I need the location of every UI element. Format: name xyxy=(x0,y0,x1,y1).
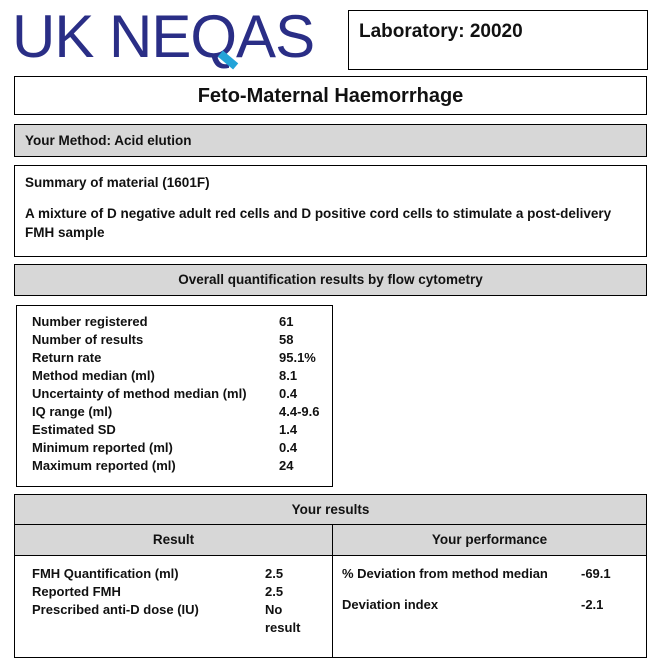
overall-heading: Overall quantification results by flow c… xyxy=(178,272,483,287)
summary-box: Summary of material (1601F) A mixture of… xyxy=(14,165,647,257)
stat-value: 58 xyxy=(279,332,294,347)
your-results-heading: Your results xyxy=(291,502,370,517)
performance-label: % Deviation from method median xyxy=(342,566,548,581)
page-title: Feto-Maternal Haemorrhage xyxy=(197,85,464,107)
stat-value: 0.4 xyxy=(279,440,298,455)
stat-value: 1.4 xyxy=(279,422,298,437)
result-value: 2.5 xyxy=(265,584,284,599)
result-value: No result xyxy=(265,602,301,635)
stat-label: Estimated SD xyxy=(32,422,116,437)
performance-value: -2.1 xyxy=(581,597,604,612)
stat-label: Uncertainty of method median (ml) xyxy=(32,386,247,401)
stat-value: 95.1% xyxy=(279,350,316,365)
method-label: Your Method: Acid elution xyxy=(25,133,192,148)
logo-text: UK NE xyxy=(12,3,191,70)
stat-label: Minimum reported (ml) xyxy=(32,440,173,455)
laboratory-label: Laboratory: 20020 xyxy=(359,21,523,42)
result-label: Prescribed anti-D dose (IU) xyxy=(32,602,199,617)
logo-q: Q xyxy=(190,3,239,70)
performance-label: Deviation index xyxy=(342,597,439,612)
performance-heading-box: Your performance xyxy=(332,524,647,556)
stat-label: IQ range (ml) xyxy=(32,404,113,419)
summary-heading: Summary of material (1601F) xyxy=(25,175,210,190)
method-box: Your Method: Acid elution xyxy=(14,124,647,157)
result-body: FMH Quantification (ml) 2.5 Reported FMH… xyxy=(14,555,333,658)
result-value: 2.5 xyxy=(265,566,284,581)
logo-text-end: AS xyxy=(236,3,315,70)
stat-value: 61 xyxy=(279,314,294,329)
overall-heading-box: Overall quantification results by flow c… xyxy=(14,264,647,296)
performance-value: -69.1 xyxy=(581,566,611,581)
stat-value: 8.1 xyxy=(279,368,298,383)
your-results-heading-box: Your results xyxy=(14,494,647,525)
stat-value: 0.4 xyxy=(279,386,298,401)
result-heading: Result xyxy=(152,532,195,547)
stat-label: Method median (ml) xyxy=(32,368,155,383)
performance-body: % Deviation from method median -69.1 Dev… xyxy=(332,555,647,658)
stat-label: Number of results xyxy=(32,332,144,347)
stats-table: Number registered 61 Number of results 5… xyxy=(16,305,333,487)
summary-text: A mixture of D negative adult red cells … xyxy=(25,206,612,240)
result-heading-box: Result xyxy=(14,524,333,556)
stat-value: 4.4-9.6 xyxy=(279,404,320,419)
stat-label: Return rate xyxy=(32,350,102,365)
laboratory-box: Laboratory: 20020 xyxy=(348,10,648,70)
result-label: Reported FMH xyxy=(32,584,121,599)
result-label: FMH Quantification (ml) xyxy=(32,566,179,581)
page-title-box: Feto-Maternal Haemorrhage xyxy=(14,76,647,115)
performance-heading: Your performance xyxy=(431,532,548,547)
uk-neqas-logo: UK NEQ AS xyxy=(12,3,315,70)
stat-value: 24 xyxy=(279,458,294,473)
stat-label: Number registered xyxy=(32,314,148,329)
stat-label: Maximum reported (ml) xyxy=(32,458,176,473)
